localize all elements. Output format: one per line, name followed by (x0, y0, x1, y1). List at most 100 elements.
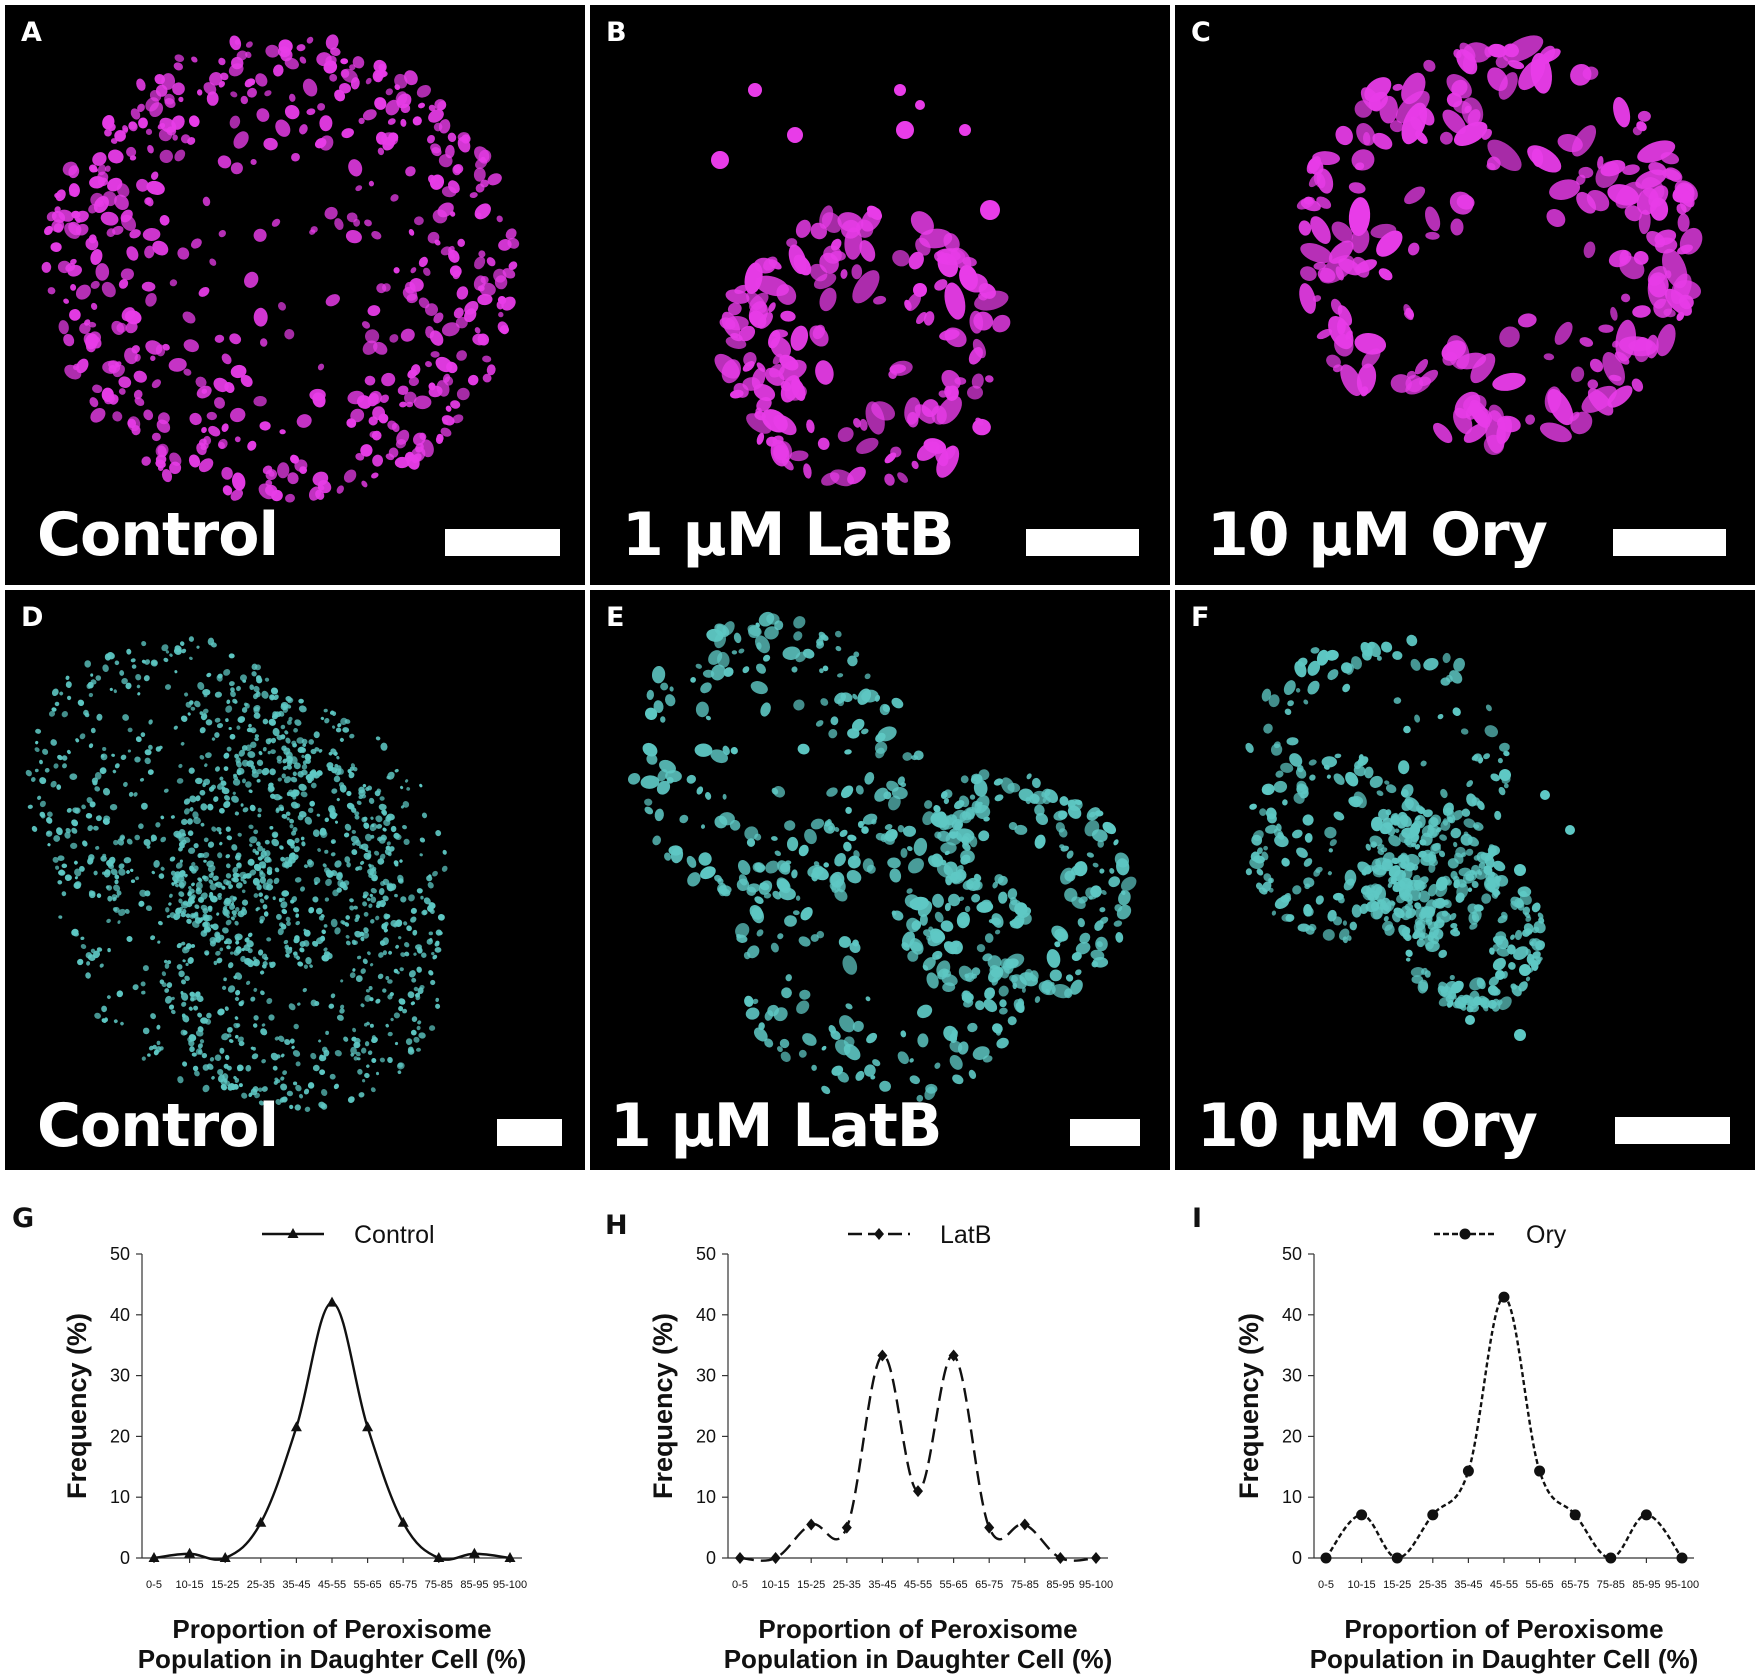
peroxisome-dot (294, 719, 302, 726)
peroxisome-dot (1034, 804, 1045, 816)
peroxisome-dot (237, 1036, 244, 1043)
peroxisome-dot (51, 219, 65, 233)
peroxisome-dot (381, 903, 385, 908)
peroxisome-dot (100, 753, 108, 761)
y-tick-label: 20 (1282, 1426, 1302, 1446)
peroxisome-dot (1502, 35, 1544, 63)
peroxisome-dot (1635, 169, 1667, 189)
peroxisome-dot (58, 915, 63, 919)
peroxisome-dot (1294, 661, 1307, 678)
peroxisome-dot (289, 1038, 295, 1044)
peroxisome-dot (415, 944, 422, 950)
peroxisome-dot (229, 681, 235, 687)
peroxisome-dot (1013, 999, 1025, 1013)
peroxisome-dot (142, 1027, 150, 1035)
peroxisome-dot (169, 279, 178, 287)
peroxisome-dot (696, 786, 704, 795)
peroxisome-dot (1589, 358, 1604, 373)
peroxisome-dot (202, 688, 211, 696)
peroxisome-dot (670, 847, 684, 864)
peroxisome-dot (350, 763, 356, 769)
peroxisome-dot (196, 645, 200, 649)
peroxisome-dot (1384, 780, 1390, 785)
peroxisome-dot (116, 322, 127, 333)
peroxisome-dot (234, 1034, 239, 1039)
peroxisome-dot (1388, 834, 1401, 847)
peroxisome-dot (370, 963, 374, 967)
peroxisome-dot (799, 989, 811, 1000)
peroxisome-dot (1096, 941, 1103, 948)
peroxisome-dot (328, 805, 335, 813)
peroxisome-dot (118, 908, 126, 916)
peroxisome-dot (404, 391, 417, 405)
peroxisome-dot (161, 971, 167, 977)
peroxisome-dot (733, 632, 742, 644)
peroxisome-dot (844, 227, 863, 260)
panel-f-ory-cyan: F 10 µM Ory (1175, 590, 1755, 1170)
peroxisome-dot (1486, 162, 1496, 171)
peroxisome-dot (971, 373, 984, 389)
peroxisome-dot (427, 174, 437, 184)
peroxisome-dot (344, 719, 351, 724)
peroxisome-dot (915, 100, 925, 110)
peroxisome-dot (1114, 852, 1130, 868)
peroxisome-dot (1430, 935, 1440, 945)
peroxisome-dot (389, 992, 394, 997)
peroxisome-dot (1099, 868, 1105, 874)
peroxisome-dot (1495, 876, 1501, 882)
peroxisome-dot (271, 218, 281, 227)
peroxisome-dot (943, 1025, 958, 1042)
peroxisome-dot (183, 808, 190, 815)
peroxisome-dot (300, 886, 305, 892)
peroxisome-dot (293, 762, 301, 770)
peroxisome-dot (1459, 1002, 1467, 1011)
peroxisome-dot (217, 1069, 224, 1076)
peroxisome-dot (234, 920, 239, 926)
peroxisome-dot (266, 998, 273, 1004)
peroxisome-dot (1281, 857, 1290, 867)
peroxisome-dot (444, 376, 454, 386)
peroxisome-dot (130, 658, 136, 663)
peroxisome-dot (190, 238, 202, 249)
peroxisome-dot (1389, 865, 1401, 878)
peroxisome-dot (403, 921, 408, 926)
peroxisome-dot (226, 699, 231, 705)
peroxisome-dot (386, 882, 394, 889)
peroxisome-dot (222, 927, 229, 934)
peroxisome-dot (144, 197, 152, 205)
panel-c-label: 10 µM Ory (1207, 500, 1548, 570)
peroxisome-dot (135, 674, 142, 681)
peroxisome-dot (778, 887, 796, 901)
peroxisome-dot (160, 836, 167, 843)
peroxisome-dot (883, 791, 892, 800)
peroxisome-dot (940, 920, 954, 932)
peroxisome-dot (427, 134, 435, 144)
peroxisome-dot (1034, 834, 1046, 849)
peroxisome-dot (264, 956, 269, 961)
y-tick-label: 30 (696, 1366, 716, 1386)
peroxisome-dot (729, 819, 741, 831)
peroxisome-dot (1322, 929, 1335, 941)
peroxisome-dot (1345, 771, 1359, 787)
peroxisome-dot (1429, 824, 1434, 830)
peroxisome-dot (644, 806, 654, 815)
peroxisome-dot (1273, 780, 1288, 793)
peroxisome-dot (442, 849, 447, 855)
peroxisome-dot (402, 1008, 408, 1014)
peroxisome-dot (291, 1045, 295, 1050)
peroxisome-dot (375, 904, 381, 909)
peroxisome-dot (343, 469, 357, 483)
peroxisome-dot (812, 866, 829, 881)
peroxisome-dot (1435, 827, 1442, 833)
peroxisome-dot (287, 472, 299, 485)
peroxisome-dot (234, 854, 241, 861)
peroxisome-dot (449, 211, 456, 217)
peroxisome-dot (297, 1002, 301, 1006)
peroxisome-dot (887, 857, 901, 869)
peroxisome-dot (188, 1006, 193, 1011)
peroxisome-dot (280, 856, 286, 862)
peroxisome-dot (231, 877, 237, 882)
peroxisome-dot (67, 875, 73, 881)
peroxisome-dot (234, 996, 240, 1001)
peroxisome-dot (357, 1068, 363, 1075)
